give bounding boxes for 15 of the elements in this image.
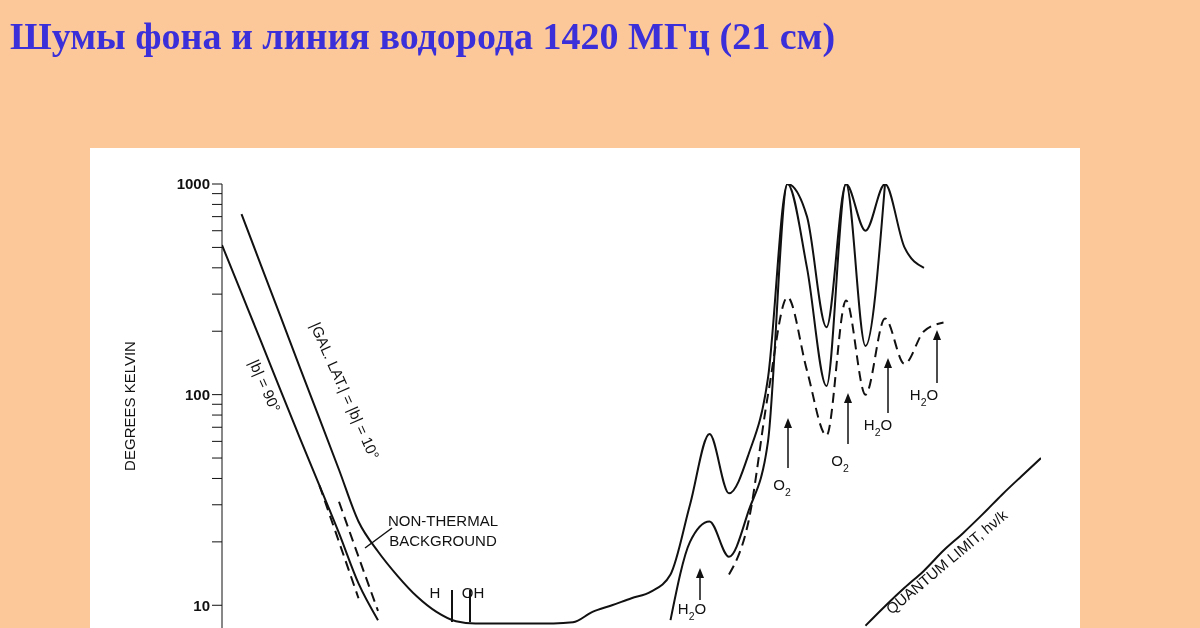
text: |GAL. LAT.| = |b| = 10°: [307, 319, 383, 462]
y-axis-title: DEGREES KELVIN: [121, 341, 139, 471]
line-series: [864, 457, 1041, 627]
annotation: O$_{2}$: [773, 476, 791, 498]
y-tick-label: 10: [193, 596, 210, 614]
annotation: NON-THERMAL BACKGROUND: [387, 512, 499, 549]
annotation: H$_{2}$O: [863, 416, 893, 438]
annotation: H$_{2}$O: [677, 600, 707, 622]
text: |b| = 90°: [245, 356, 285, 415]
annotation: H$_{2}$O: [909, 386, 939, 408]
y-tick-label: 100: [184, 385, 210, 403]
annotation: H: [429, 584, 441, 601]
y-tick-label: 1000: [176, 175, 210, 193]
annotation: O$_{2}$: [831, 452, 849, 474]
chart-title: Шумы фона и линия водорода 1420 МГц (21 см): [10, 14, 836, 58]
